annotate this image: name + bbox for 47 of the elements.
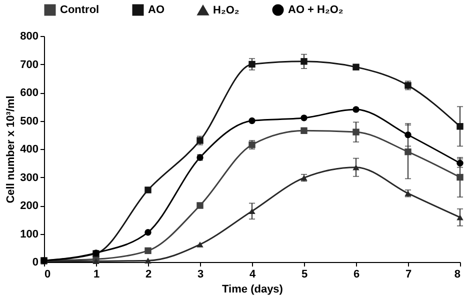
y-tick-label: 800 — [20, 30, 38, 42]
point — [196, 242, 204, 248]
point — [456, 160, 464, 166]
point — [456, 174, 464, 181]
x-tick-label: 6 — [353, 268, 360, 280]
y-tick-label: 400 — [20, 144, 38, 156]
point — [144, 186, 152, 194]
legend-label: Control — [60, 4, 100, 16]
point — [248, 117, 256, 124]
y-tick-label: 300 — [20, 172, 38, 184]
x-tick-label: 4 — [249, 268, 256, 280]
point — [352, 128, 360, 136]
point — [144, 247, 152, 254]
point — [196, 202, 204, 209]
y-axis-title: Cell number x 10³/ml — [5, 96, 18, 204]
x-tick-label: 7 — [405, 268, 412, 280]
x-tick-label: 5 — [301, 268, 308, 280]
point — [456, 214, 464, 220]
point — [456, 123, 464, 130]
x-tick-label: 3 — [197, 268, 204, 280]
legend-label: AO — [148, 4, 165, 16]
legend-label: H₂O₂ — [213, 4, 240, 16]
x-axis-title: Time (days) — [222, 284, 284, 296]
x-tick-label: 2 — [145, 268, 152, 280]
point — [248, 60, 256, 68]
x-tick-label: 0 — [44, 268, 51, 280]
y-tick-label: 700 — [20, 58, 38, 71]
point — [300, 114, 308, 122]
x-tick-label: 1 — [93, 268, 100, 280]
point — [300, 58, 308, 65]
y-tick-label: 100 — [20, 228, 38, 240]
y-tick-label: 500 — [20, 115, 38, 128]
point — [404, 148, 412, 156]
y-tick-label: 0 — [32, 256, 38, 268]
legend-label: AO + H₂O₂ — [288, 4, 344, 16]
point — [300, 127, 308, 134]
point — [352, 106, 360, 113]
point — [92, 258, 100, 264]
point — [248, 208, 256, 214]
point — [144, 258, 152, 264]
point — [144, 228, 152, 236]
x-tick-label: 8 — [454, 268, 460, 280]
point — [352, 164, 360, 170]
y-tick-label: 200 — [20, 200, 38, 212]
y-tick-label: 600 — [20, 87, 38, 99]
point — [404, 132, 412, 138]
point — [352, 64, 360, 70]
